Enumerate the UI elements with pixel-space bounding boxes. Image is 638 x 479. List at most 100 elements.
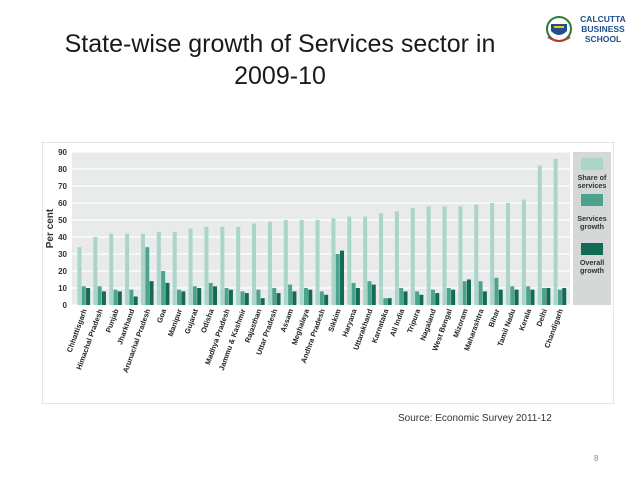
page-number: 8 [594, 454, 599, 463]
bar-overall-growth [117, 291, 122, 305]
bar-services-growth [383, 298, 388, 305]
bar-share-of-services [506, 203, 511, 305]
legend [573, 152, 611, 305]
bar-overall-growth [514, 289, 519, 305]
bar-share-of-services [204, 226, 209, 305]
bar-share-of-services [125, 233, 130, 305]
legend-label: growth [580, 266, 604, 275]
bar-overall-growth [451, 289, 456, 305]
bar-overall-growth [562, 288, 567, 305]
bar-share-of-services [379, 213, 384, 305]
bar-overall-growth [101, 291, 106, 305]
bar-services-growth [192, 286, 197, 305]
bar-overall-growth [324, 294, 329, 305]
bar-overall-growth [228, 289, 233, 305]
bar-services-growth [145, 247, 150, 305]
bar-services-growth [510, 286, 515, 305]
bar-share-of-services [140, 233, 145, 305]
bar-share-of-services [77, 247, 82, 305]
logo-text: CALCUTTA BUSINESS SCHOOL [575, 14, 631, 44]
bar-share-of-services [426, 206, 431, 305]
bar-overall-growth [213, 286, 218, 305]
bar-share-of-services [442, 206, 447, 305]
bar-share-of-services [156, 231, 161, 305]
y-tick-label: 20 [58, 267, 67, 276]
bar-overall-growth [435, 293, 440, 305]
bar-share-of-services [537, 165, 542, 305]
bar-services-growth [415, 291, 420, 305]
bar-services-growth [256, 289, 261, 305]
crest-icon [546, 16, 572, 42]
bar-services-growth [161, 271, 166, 305]
bar-overall-growth [546, 288, 551, 305]
bar-services-growth [224, 288, 229, 305]
bar-share-of-services [331, 218, 336, 305]
source-note: Source: Economic Survey 2011-12 [398, 413, 552, 424]
bar-services-growth [240, 291, 245, 305]
bar-services-growth [494, 277, 499, 305]
y-tick-label: 70 [58, 182, 67, 191]
legend-label: services [578, 181, 607, 190]
bar-services-growth [319, 291, 324, 305]
bar-overall-growth [482, 291, 487, 305]
bar-overall-growth [498, 289, 503, 305]
bar-share-of-services [553, 158, 558, 305]
bar-services-growth [208, 282, 213, 305]
bar-overall-growth [149, 281, 154, 305]
logo-text-line: SCHOOL [584, 34, 622, 44]
bar-services-growth [462, 281, 467, 305]
bar-overall-growth [530, 289, 535, 305]
bar-overall-growth [133, 296, 138, 305]
bar-overall-growth [466, 279, 471, 305]
bar-services-growth [526, 286, 531, 305]
bar-overall-growth [181, 291, 186, 305]
legend-swatch [581, 194, 603, 206]
bar-overall-growth [86, 288, 91, 305]
bar-services-growth [542, 288, 547, 305]
bar-share-of-services [363, 216, 368, 305]
bar-overall-growth [260, 298, 265, 305]
bar-share-of-services [267, 221, 272, 305]
legend-swatch [581, 158, 603, 170]
bar-share-of-services [315, 220, 320, 305]
bar-overall-growth [340, 250, 345, 305]
logo-text-line: CALCUTTA [580, 14, 626, 24]
legend-label: Share of [578, 173, 607, 182]
bar-share-of-services [474, 204, 479, 305]
bar-services-growth [399, 288, 404, 305]
bar-share-of-services [236, 226, 241, 305]
logo-text-line: BUSINESS [581, 24, 625, 34]
bar-share-of-services [490, 203, 495, 305]
bar-overall-growth [165, 282, 170, 305]
bar-share-of-services [299, 220, 304, 305]
y-tick-label: 50 [58, 216, 67, 225]
bar-share-of-services [283, 220, 288, 305]
bar-services-growth [446, 288, 451, 305]
y-tick-label: 60 [58, 199, 67, 208]
bar-overall-growth [197, 288, 202, 305]
bar-share-of-services [252, 223, 257, 305]
bar-overall-growth [308, 289, 313, 305]
bar-overall-growth [355, 288, 360, 305]
y-tick-label: 90 [58, 148, 67, 157]
bar-services-growth [177, 289, 182, 305]
bar-share-of-services [220, 226, 225, 305]
legend-label: Services [577, 214, 607, 223]
bar-overall-growth [387, 298, 392, 305]
bar-share-of-services [458, 206, 463, 305]
bar-share-of-services [109, 233, 114, 305]
calcutta-business-school-logo: CALCUTTA BUSINESS SCHOOL [544, 12, 634, 52]
plot-area [72, 152, 570, 305]
bar-services-growth [303, 288, 308, 305]
bar-services-growth [129, 289, 134, 305]
y-axis-label: Per cent [45, 208, 56, 248]
legend-label: growth [580, 222, 604, 231]
y-tick-label: 10 [58, 284, 67, 293]
bar-services-growth [367, 281, 372, 305]
title-line-1: State-wise growth of Services sector in [64, 30, 496, 58]
bar-services-growth [272, 288, 277, 305]
bar-share-of-services [347, 216, 352, 305]
title-line-2: 2009-10 [234, 62, 326, 90]
bar-services-growth [97, 286, 102, 305]
bar-services-growth [351, 282, 356, 305]
